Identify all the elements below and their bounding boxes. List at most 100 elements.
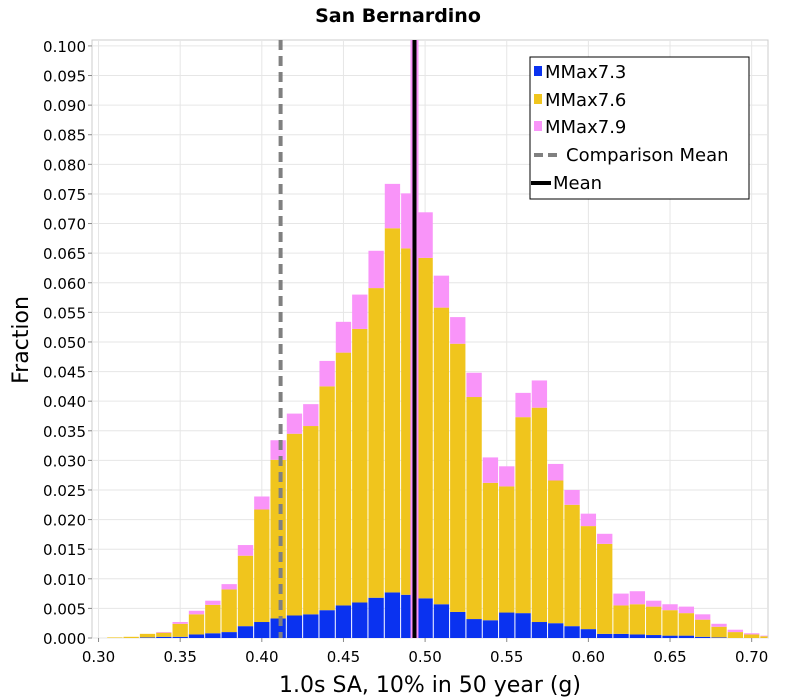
bar-mmax73 — [286, 615, 303, 638]
bar-mmax76 — [107, 637, 123, 638]
y-axis-label: Fraction — [9, 296, 34, 384]
bar-mmax79 — [172, 622, 188, 624]
bar-mmax76 — [205, 604, 221, 634]
bar-mmax79 — [417, 212, 433, 258]
bar-mmax76 — [384, 228, 401, 593]
y-tick-label: 0.070 — [43, 216, 86, 234]
bar-mmax79 — [466, 372, 482, 398]
bar-mmax76 — [564, 504, 580, 627]
y-tick-label: 0.050 — [43, 334, 86, 352]
x-tick-label: 0.55 — [490, 648, 523, 666]
bar-mmax73 — [205, 633, 221, 638]
x-tick-label: 0.60 — [572, 648, 605, 666]
y-tick-label: 0.000 — [43, 630, 86, 648]
legend: MMax7.3 MMax7.6 MMax7.9 Comparison Mean … — [529, 56, 750, 200]
bar-mmax73 — [629, 634, 646, 638]
bar-mmax76 — [695, 619, 711, 637]
bar-mmax76 — [744, 634, 760, 638]
bar-mmax73 — [450, 611, 466, 638]
x-tick-label: 0.50 — [408, 648, 441, 666]
bar-mmax76 — [482, 482, 499, 621]
x-tick-label: 0.65 — [653, 648, 686, 666]
bar-mmax79 — [433, 275, 450, 308]
bar-mmax76 — [139, 633, 156, 638]
bar-mmax73 — [466, 619, 482, 638]
bar-mmax73 — [237, 626, 254, 638]
bar-mmax76 — [711, 626, 727, 638]
x-tick-label: 0.70 — [735, 648, 768, 666]
bar-mmax79 — [678, 606, 695, 614]
bar-mmax79 — [662, 604, 678, 611]
bar-mmax79 — [711, 623, 727, 627]
bar-mmax76 — [188, 614, 205, 635]
bar-mmax73 — [188, 634, 205, 638]
bar-mmax76 — [303, 426, 319, 615]
bar-mmax79 — [205, 600, 221, 605]
y-tick-label: 0.030 — [43, 452, 86, 470]
y-tick-label: 0.085 — [43, 127, 86, 145]
y-tick-label: 0.025 — [43, 482, 86, 500]
legend-swatch-mmax73 — [534, 66, 542, 76]
y-tick-label: 0.010 — [43, 571, 86, 589]
bar-mmax73 — [678, 635, 695, 638]
bar-mmax76 — [727, 632, 744, 638]
bar-mmax73 — [580, 629, 597, 638]
bar-mmax79 — [450, 317, 466, 344]
bar-mmax76 — [662, 610, 678, 636]
bar-mmax73 — [368, 597, 384, 638]
bar-mmax76 — [531, 407, 548, 623]
bar-mmax73 — [515, 613, 531, 638]
bar-mmax76 — [270, 459, 286, 619]
x-tick-label: 0.30 — [82, 648, 115, 666]
bar-mmax79 — [727, 629, 744, 633]
bar-mmax73 — [352, 602, 368, 638]
bar-mmax79 — [580, 513, 597, 527]
legend-label-mmax76: MMax7.6 — [545, 90, 626, 111]
bar-mmax73 — [548, 623, 564, 638]
bar-mmax79 — [613, 593, 629, 606]
bar-mmax79 — [352, 294, 368, 329]
bar-mmax73 — [531, 622, 548, 638]
y-tick-label: 0.035 — [43, 423, 86, 441]
legend-label-mean: Mean — [553, 173, 602, 194]
bar-mmax76 — [156, 632, 172, 637]
bar-mmax76 — [646, 606, 662, 636]
bar-mmax73 — [613, 633, 629, 638]
bar-mmax76 — [580, 526, 597, 630]
bar-mmax79 — [629, 591, 646, 605]
bar-mmax73 — [482, 620, 499, 638]
bar-mmax73 — [597, 633, 613, 638]
y-tick-label: 0.040 — [43, 393, 86, 411]
bar-mmax76 — [450, 343, 466, 612]
bar-mmax73 — [335, 605, 352, 638]
legend-label-comparison-mean: Comparison Mean — [566, 145, 729, 166]
bar-mmax76 — [499, 486, 515, 613]
bar-mmax79 — [597, 533, 613, 544]
bar-mmax73 — [646, 635, 662, 638]
y-tick-label: 0.045 — [43, 364, 86, 382]
bar-mmax73 — [221, 632, 237, 638]
y-axis: 0.000 0.005 0.010 0.015 0.020 0.025 0.030 0.035… — [43, 38, 92, 648]
bar-mmax79 — [564, 489, 580, 505]
bar-mmax73 — [384, 592, 401, 638]
y-tick-label: 0.090 — [43, 97, 86, 115]
bar-mmax79 — [548, 463, 564, 481]
bar-mmax76 — [368, 288, 384, 598]
y-tick-label: 0.065 — [43, 245, 86, 263]
bar-mmax76 — [352, 328, 368, 603]
bar-mmax79 — [499, 466, 515, 487]
bar-mmax79 — [335, 321, 352, 353]
y-tick-label: 0.055 — [43, 304, 86, 322]
bar-mmax76 — [286, 433, 303, 616]
chart-title: San Bernardino — [315, 5, 481, 27]
bar-mmax76 — [319, 386, 335, 611]
legend-box — [529, 56, 750, 200]
y-tick-label: 0.015 — [43, 541, 86, 559]
bar-mmax76 — [254, 509, 270, 623]
bar-mmax73 — [711, 637, 727, 638]
bar-mmax73 — [254, 622, 270, 638]
bar-mmax76 — [678, 613, 695, 636]
bar-mmax73 — [303, 614, 319, 638]
bar-mmax73 — [319, 610, 335, 638]
bar-mmax73 — [499, 612, 515, 638]
